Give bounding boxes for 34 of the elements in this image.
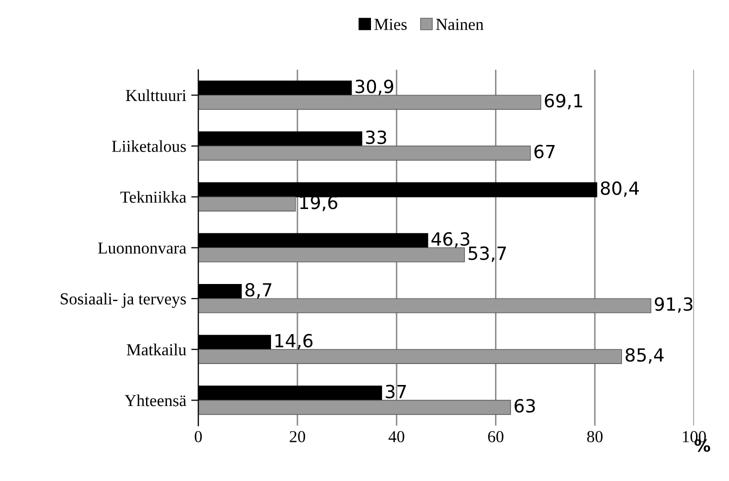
data-label: 37 [386,384,406,398]
data-label: 8,7 [245,283,272,299]
bar [198,400,511,415]
legend-label: Nainen [436,18,484,30]
y-tick-label: Yhteensä [124,394,186,406]
bar [198,349,622,364]
bar [198,298,652,314]
data-label: 85,4 [626,348,664,364]
bar [198,247,465,262]
data-label: 30,9 [356,80,394,96]
data-label: 14,6 [275,334,313,350]
bar [198,196,296,212]
y-tick-label: Luonnonvara [98,242,186,254]
bar [198,94,542,110]
data-label: 91,3 [654,297,692,313]
data-label: 33 [366,130,386,144]
x-tick-label: 80 [587,431,603,442]
y-tick-label: Tekniikka [120,191,186,203]
x-tick-label: 20 [290,431,306,442]
x-tick-label: 40 [388,431,404,442]
y-tick-label: Liiketalous [112,140,186,152]
y-tick-label: Sosiaali- ja terveys [60,292,186,308]
data-label: 80,4 [600,181,639,197]
y-tick-label: Kulttuuri [126,89,186,102]
data-label: 67 [534,144,555,158]
x-tick-label: 60 [488,431,504,442]
data-label: 46,3 [431,232,470,248]
x-tick-label: 0 [194,431,202,442]
bar [198,146,531,161]
data-label: 63 [514,398,535,413]
data-label: 69,1 [544,94,582,110]
data-label: 53,7 [468,246,506,262]
y-tick-label: Matkailu [126,344,186,356]
legend-label: Mies [374,18,407,30]
